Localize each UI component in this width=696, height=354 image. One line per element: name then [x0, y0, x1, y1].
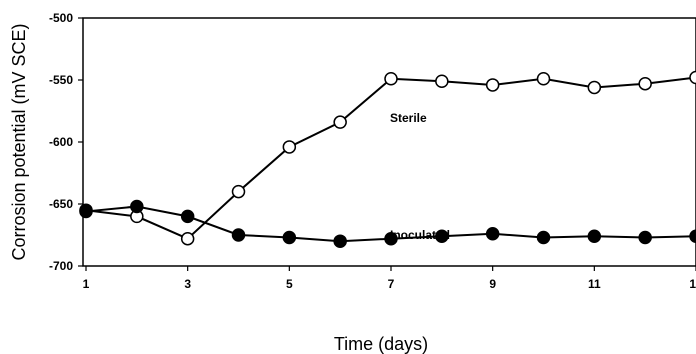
series-label-sterile: Sterile — [390, 111, 427, 125]
data-point-inoculated — [587, 229, 602, 243]
y-tick-label: -550 — [49, 73, 73, 87]
data-point-inoculated — [435, 229, 449, 243]
data-point-sterile — [638, 76, 652, 91]
data-point-inoculated — [485, 227, 500, 241]
x-tick-label: 7 — [388, 277, 395, 291]
y-axis: -500 -550 -600 -650 -700 — [49, 11, 83, 273]
y-tick-label: -700 — [49, 259, 73, 273]
series-layer — [79, 70, 696, 248]
data-point-inoculated — [282, 230, 297, 245]
x-tick-label: 9 — [489, 277, 496, 291]
x-tick-label: 1 — [83, 277, 90, 291]
x-tick-label: 13 — [689, 277, 696, 291]
data-point-sterile — [333, 115, 347, 129]
x-tick-label: 11 — [588, 277, 601, 291]
series-label-inoculated: Inoculated — [390, 228, 450, 242]
x-tick-label: 3 — [184, 277, 191, 291]
y-axis-title: Corrosion potential (mV SCE) — [9, 23, 29, 260]
x-tick-label: 5 — [286, 277, 293, 291]
data-point-sterile — [536, 72, 551, 86]
data-point-inoculated — [333, 234, 347, 248]
data-point-sterile — [384, 72, 398, 86]
data-point-inoculated — [180, 209, 195, 224]
data-point-inoculated — [79, 204, 93, 219]
data-point-inoculated — [130, 199, 144, 214]
data-point-inoculated — [638, 230, 652, 245]
y-tick-label: -600 — [49, 135, 73, 149]
data-point-sterile — [587, 80, 602, 95]
x-axis: 135791113 — [83, 266, 696, 291]
data-point-inoculated — [536, 230, 551, 245]
data-point-sterile — [435, 74, 449, 88]
data-point-inoculated — [689, 229, 696, 243]
data-point-sterile — [231, 184, 246, 199]
data-point-inoculated — [231, 228, 246, 242]
data-point-sterile — [689, 70, 696, 85]
data-point-sterile — [180, 231, 195, 246]
y-tick-label: -650 — [49, 197, 73, 211]
data-point-sterile — [485, 78, 500, 92]
data-point-sterile — [282, 140, 297, 154]
data-point-inoculated — [384, 231, 398, 246]
x-axis-title: Time (days) — [334, 334, 428, 354]
y-tick-label: -500 — [49, 11, 73, 25]
